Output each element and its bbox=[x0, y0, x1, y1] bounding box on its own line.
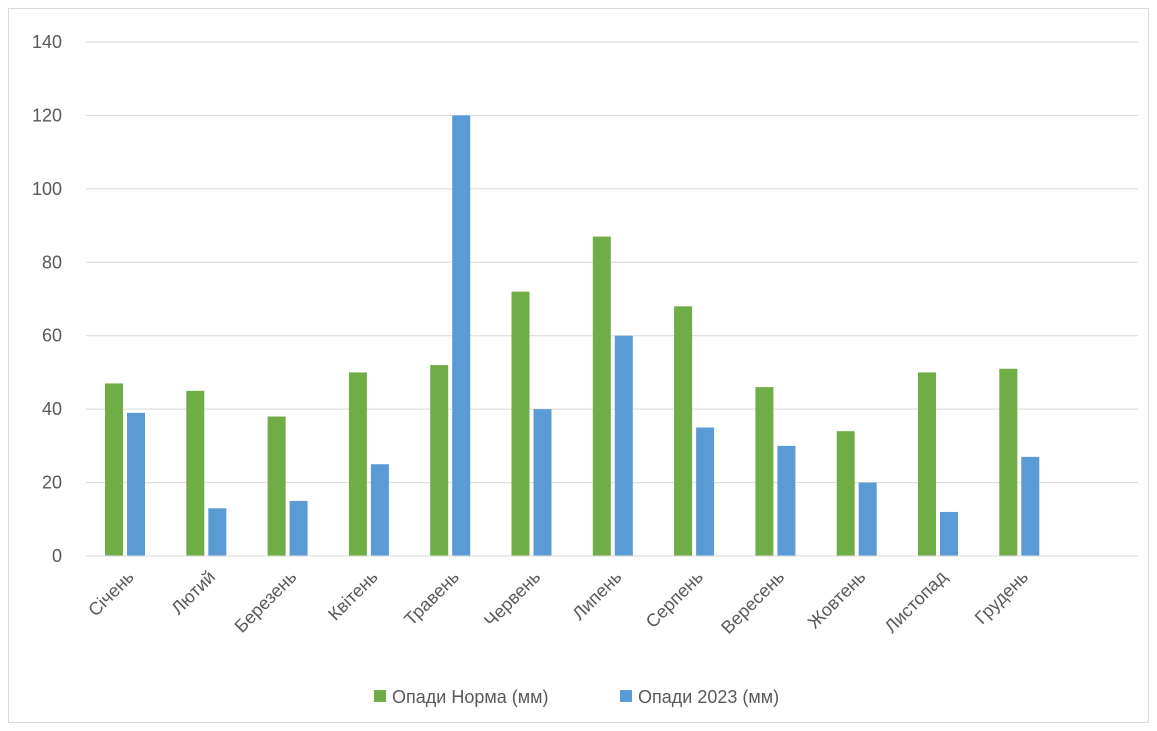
bar-norm bbox=[348, 372, 367, 556]
legend-swatch-norm bbox=[374, 690, 386, 702]
bar-norm bbox=[918, 372, 936, 556]
x-category-label: Вересень bbox=[717, 567, 788, 638]
y-tick-label: 20 bbox=[42, 473, 62, 493]
bar-norm bbox=[836, 431, 855, 556]
bar-2023 bbox=[777, 445, 796, 556]
bar-norm bbox=[267, 416, 286, 556]
x-category-label: Жовтень bbox=[804, 567, 870, 633]
bar-2023 bbox=[533, 409, 552, 556]
y-tick-label: 40 bbox=[42, 399, 62, 419]
legend: Опади Норма (мм) Опади 2023 (мм) bbox=[374, 687, 779, 707]
gridlines bbox=[86, 41, 1138, 484]
bar-norm bbox=[430, 365, 449, 556]
bar-2023 bbox=[208, 508, 227, 556]
x-category-label: Січень bbox=[84, 567, 138, 621]
x-category-label: Грудень bbox=[971, 567, 1032, 628]
chart-frame bbox=[8, 8, 1149, 723]
y-tick-label: 0 bbox=[52, 546, 62, 566]
bars bbox=[105, 115, 1040, 557]
bar-norm bbox=[674, 306, 693, 556]
x-category-label: Травень bbox=[400, 567, 463, 630]
bar-2023 bbox=[289, 500, 308, 556]
bar-2023 bbox=[858, 482, 877, 556]
x-category-label: Квітень bbox=[324, 567, 382, 625]
x-axis-categories: Січень Лютий Березень Квітень Травень Червень… bbox=[84, 566, 1032, 637]
legend-swatch-2023 bbox=[620, 690, 632, 702]
bar-norm bbox=[999, 368, 1018, 556]
y-tick-label: 140 bbox=[32, 32, 62, 52]
y-tick-label: 60 bbox=[42, 326, 62, 346]
bar-norm bbox=[592, 236, 611, 557]
x-category-label: Березень bbox=[231, 567, 301, 637]
bar-2023 bbox=[127, 412, 145, 556]
x-category-label: Липень bbox=[568, 567, 625, 624]
y-tick-label: 120 bbox=[32, 105, 62, 125]
bar-2023 bbox=[614, 335, 633, 556]
y-tick-label: 80 bbox=[42, 252, 62, 272]
bar-norm bbox=[511, 291, 530, 556]
bar-2023 bbox=[940, 511, 958, 556]
x-category-label: Лютий bbox=[167, 567, 219, 619]
y-axis-ticks: 0 20 40 60 80 100 120 140 bbox=[32, 32, 62, 566]
x-category-label: Листопад bbox=[881, 566, 951, 636]
x-category-label: Червень bbox=[480, 567, 544, 631]
bar-2023 bbox=[452, 115, 471, 556]
bar-2023 bbox=[1021, 456, 1040, 556]
y-tick-label: 100 bbox=[32, 179, 62, 199]
bar-2023 bbox=[696, 427, 715, 556]
bar-norm bbox=[186, 390, 205, 556]
bar-2023 bbox=[370, 464, 389, 556]
legend-label-2023: Опади 2023 (мм) bbox=[638, 687, 779, 707]
bar-norm bbox=[755, 387, 774, 556]
legend-label-norm: Опади Норма (мм) bbox=[392, 687, 548, 707]
x-category-label: Серпень bbox=[642, 567, 707, 632]
bar-norm bbox=[105, 383, 123, 556]
